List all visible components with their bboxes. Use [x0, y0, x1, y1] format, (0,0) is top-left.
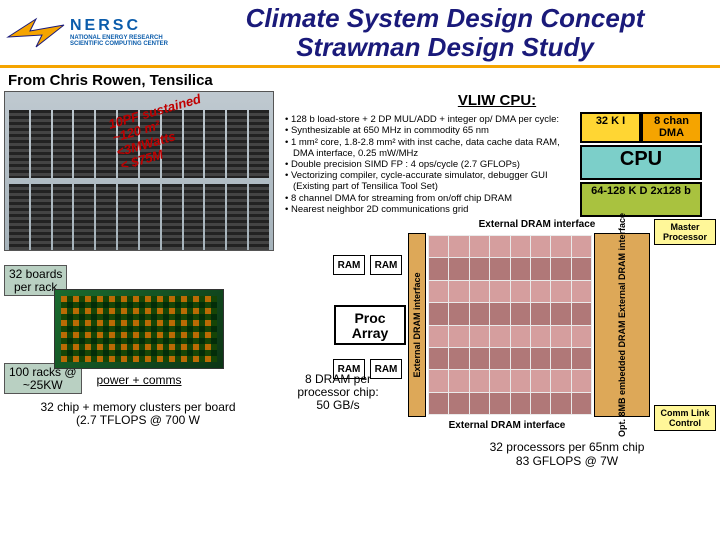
server-row: [9, 184, 269, 251]
icache-box: 32 K I: [580, 112, 641, 143]
nersc-logo: NERSC NATIONAL ENERGY RESEARCH SCIENTIFI…: [6, 17, 180, 49]
vliw-bullets: 128 b load-store + 2 DP MUL/ADD + intege…: [278, 112, 578, 217]
vliw-bullet: 1 mm² core, 1.8-2.8 mm² with inst cache,…: [293, 137, 575, 159]
page-title: Climate System Design ConceptStrawman De…: [180, 4, 710, 61]
chip-architecture: External DRAM interface Master Processor…: [278, 219, 716, 469]
dram-note: 8 DRAM per processor chip:50 GB/s: [278, 373, 398, 413]
cpu-side-diagram: 32 K I 8 chan DMA CPU 64-128 K D 2x128 b: [580, 112, 702, 217]
embedded-dram-bar: Opt. 8MB embedded DRAM External DRAM int…: [594, 233, 650, 417]
logo-acronym: NERSC: [70, 18, 180, 35]
bolt-icon: [6, 17, 66, 49]
vliw-bullet: 128 b load-store + 2 DP MUL/ADD + intege…: [293, 114, 575, 125]
title-line2: Strawman Design Study: [296, 32, 594, 62]
logo-subtitle: NATIONAL ENERGY RESEARCH SCIENTIFIC COMP…: [70, 35, 180, 48]
ext-dram-bottom: External DRAM interface: [428, 420, 586, 431]
title-line1: Climate System Design Concept: [246, 3, 645, 33]
ext-dram-left-label: External DRAM interface: [412, 273, 422, 378]
vliw-bullet: Double precision SIMD FP : 4 ops/cycle (…: [293, 159, 575, 170]
dcache-box: 64-128 K D 2x128 b: [580, 182, 702, 217]
vliw-bullet: Vectorizing compiler, cycle-accurate sim…: [293, 170, 575, 192]
ext-dram-left-bar: External DRAM interface: [408, 233, 426, 417]
board-description: 32 chip + memory clusters per board (2.7…: [38, 401, 238, 427]
master-processor-box: Master Processor: [654, 219, 716, 245]
dma-box: 8 chan DMA: [641, 112, 702, 143]
vliw-header: VLIW CPU:: [278, 91, 716, 110]
lower-left: 32 boardsper rack 100 racks @~25KW power…: [4, 253, 274, 529]
bottom-note: 32 processors per 65nm chip83 GFLOPS @ 7…: [428, 441, 706, 469]
processor-grid: [428, 235, 592, 415]
vliw-bullet: 8 channel DMA for streaming from on/off …: [293, 193, 575, 204]
vliw-bullet: Nearest neighbor 2D communications grid: [293, 204, 575, 215]
ext-dram-top: External DRAM interface: [428, 219, 646, 230]
proc-array-box: Proc Array: [334, 305, 406, 345]
header: NERSC NATIONAL ENERGY RESEARCH SCIENTIFI…: [0, 0, 720, 63]
ram-box: RAM: [370, 255, 402, 275]
embedded-dram-label: Opt. 8MB embedded DRAM External DRAM int…: [617, 213, 627, 437]
board-photo: [54, 289, 224, 369]
cpu-box: CPU: [580, 145, 702, 180]
subtitle: From Chris Rowen, Tensilica: [0, 72, 720, 91]
comm-link-box: Comm Link Control: [654, 405, 716, 431]
ram-box: RAM: [333, 255, 365, 275]
horizontal-rule: [0, 65, 720, 68]
left-column: 10PF sustained~120 m²<3MWatts< $75M 32 b…: [4, 91, 274, 529]
vliw-row: 128 b load-store + 2 DP MUL/ADD + intege…: [278, 112, 716, 217]
cluster-photo: 10PF sustained~120 m²<3MWatts< $75M: [4, 91, 274, 251]
logo-text: NERSC NATIONAL ENERGY RESEARCH SCIENTIFI…: [70, 18, 180, 47]
right-column: VLIW CPU: 128 b load-store + 2 DP MUL/AD…: [278, 91, 716, 529]
vliw-bullet: Synthesizable at 650 MHz in commodity 65…: [293, 125, 575, 136]
main-content: 10PF sustained~120 m²<3MWatts< $75M 32 b…: [0, 91, 720, 529]
